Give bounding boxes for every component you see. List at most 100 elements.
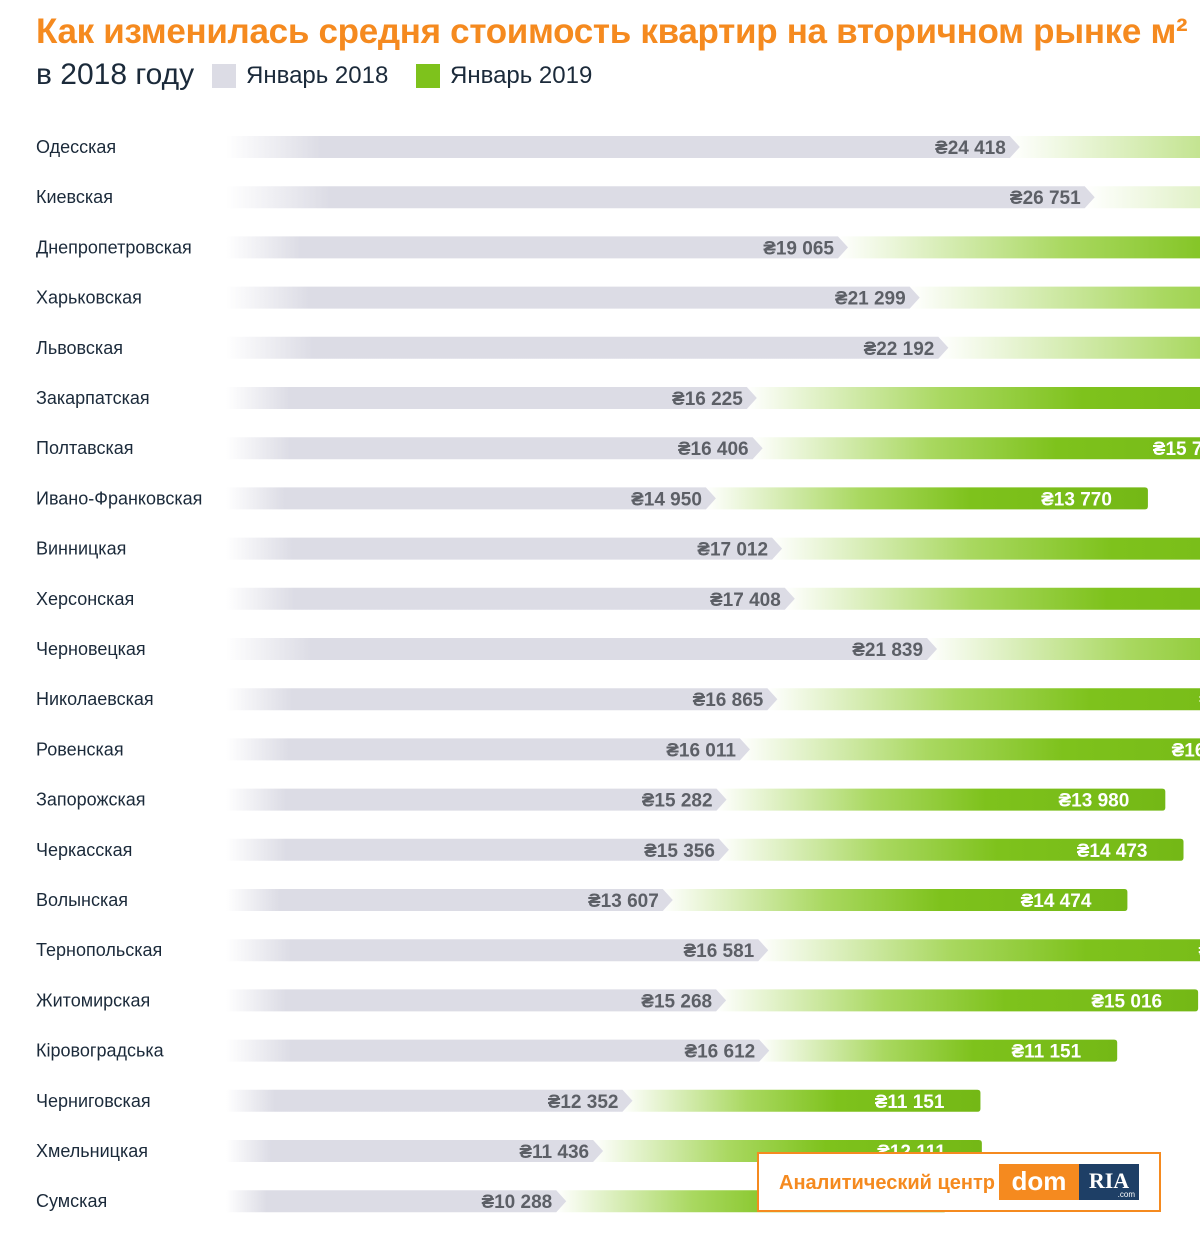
data-label-2018: ₴14 950: [631, 489, 702, 510]
data-label-2018: ₴26 751: [1010, 188, 1081, 209]
chart-row: Житомирская ₴15 268 ₴15 016: [36, 989, 1199, 1012]
bar-2018: [226, 587, 795, 610]
category-label: Закарпатская: [36, 388, 150, 408]
data-label-2019: ₴17 042: [1199, 941, 1200, 962]
bar-2018: [226, 487, 716, 510]
bar-2019: [718, 838, 1184, 861]
bar-2019: [716, 989, 1199, 1012]
bar-2018: [226, 286, 920, 309]
chart-row: Черновецкая₴21 839₴17 989: [36, 638, 1200, 661]
bar-2018: [226, 336, 949, 359]
bar-2019: [772, 537, 1200, 560]
data-label-2019: ₴13 770: [1041, 489, 1112, 510]
chart-title: Как изменилась средня стоимость квартир …: [36, 12, 1188, 51]
data-label-2018: ₴21 839: [852, 640, 923, 661]
data-label-2018: ₴15 268: [641, 991, 712, 1012]
category-label: Одесская: [36, 137, 116, 157]
chart-row: Черниговская ₴12 352 ₴11 151: [36, 1089, 981, 1113]
legend-swatch-2018: [212, 64, 236, 88]
chart-row: Полтавская ₴16 406 ₴15 793: [36, 437, 1200, 460]
chart-row: Днепропетровская₴19 065₴20 211: [36, 236, 1200, 259]
bar-2019: [759, 1039, 1118, 1062]
bar-2019: [1084, 186, 1200, 209]
category-label: Ивано-Франковская: [36, 488, 202, 508]
category-label: Полтавская: [36, 438, 134, 458]
legend-swatch-2019: [416, 64, 440, 88]
chart-subtitle: в 2018 году: [36, 58, 195, 91]
data-label-2018: ₴13 607: [588, 891, 659, 912]
bar-2019: [622, 1089, 981, 1112]
category-label: Кіровоградська: [36, 1041, 165, 1061]
chart-row: Волынская ₴13 607 ₴14 474: [36, 889, 1128, 912]
bar-2019: [909, 286, 1200, 309]
bar-2018: [226, 136, 1020, 158]
category-label: Тернопольская: [36, 940, 162, 960]
bar-2018: [226, 537, 783, 560]
bar-2018: [226, 1140, 604, 1162]
chart-row: Ровенская ₴16 011 ₴16 775: [36, 738, 1200, 761]
logo-ria: RIA .com: [1079, 1164, 1139, 1200]
logo-ria-text: RIA: [1088, 1168, 1130, 1193]
brand-text: Аналитический центр: [779, 1172, 995, 1194]
chart-row: Херсонская₴17 408₴16 764: [36, 587, 1200, 611]
data-label-2018: ₴12 352: [548, 1092, 619, 1113]
chart-row: Ивано-Франковская ₴14 950 ₴13 770: [36, 487, 1148, 510]
bar-2019: [705, 487, 1148, 510]
data-label-2019: ₴11 151: [1011, 1042, 1081, 1063]
category-label: Ровенская: [36, 739, 124, 759]
bar-2019: [739, 738, 1200, 761]
category-label: Днепропетровская: [36, 237, 192, 257]
brand-logo: dom RIA .com: [999, 1164, 1139, 1200]
legend-item-2019: Январь 2019: [416, 62, 592, 90]
data-label-2018: ₴16 225: [672, 389, 743, 410]
bar-2018: [226, 788, 727, 811]
bar-2019: [716, 788, 1166, 811]
category-label: Киевская: [36, 187, 113, 207]
data-label-2018: ₴19 065: [763, 238, 834, 259]
chart-row: Запорожская ₴15 282 ₴13 980: [36, 788, 1166, 812]
bar-2018: [226, 1089, 633, 1112]
chart-row: Николаевская₴16 865₴16 782: [36, 688, 1200, 711]
bar-2018: [226, 236, 848, 259]
data-label-2019: ₴14 474: [1021, 891, 1092, 912]
data-label-2018: ₴16 406: [678, 439, 749, 460]
category-label: Черниговская: [36, 1091, 151, 1111]
bar-2018: [226, 1190, 567, 1213]
bar-2018: [226, 989, 727, 1012]
bar-2018: [226, 186, 1095, 209]
data-label-2018: ₴24 418: [935, 138, 1006, 159]
chart-row: Закарпатская₴16 225₴17 457: [36, 387, 1200, 410]
bar-2018: [226, 838, 729, 861]
bar-2019: [837, 236, 1200, 259]
data-label-2018: ₴16 612: [684, 1042, 755, 1063]
chart-row: Тернопольская ₴16 581 ₴17 042: [36, 939, 1200, 962]
bar-2019: [767, 688, 1200, 711]
data-label-2018: ₴15 356: [644, 841, 715, 862]
category-label: Николаевская: [36, 689, 154, 709]
brand-box: Аналитический центр dom RIA .com: [757, 1152, 1161, 1212]
category-label: Львовская: [36, 338, 123, 358]
legend-item-2018: Январь 2018: [212, 62, 388, 90]
bar-2018: [226, 688, 778, 711]
category-label: Черновецкая: [36, 639, 146, 659]
chart-row: Кіровоградська ₴16 612 ₴11 151: [36, 1039, 1118, 1063]
bar-2018: [226, 437, 763, 460]
data-label-2018: ₴17 012: [697, 540, 768, 561]
chart-row: Одесская₴24 418₴24 445: [36, 136, 1200, 159]
bar-2018: [226, 387, 757, 409]
legend-label-2018: Январь 2018: [246, 62, 389, 89]
bar-2018: [226, 738, 750, 761]
bar-2019: [927, 638, 1200, 660]
data-label-2018: ₴17 408: [710, 590, 781, 611]
chart-row: Львовская₴22 192₴23 518: [36, 336, 1200, 360]
data-label-2019: ₴13 980: [1059, 791, 1130, 812]
category-label: Черкасская: [36, 840, 132, 860]
category-label: Запорожская: [36, 790, 146, 810]
data-label-2018: ₴22 192: [864, 339, 935, 360]
chart-row: Киевская₴26 751₴29 587: [36, 186, 1200, 209]
data-label-2018: ₴11 436: [519, 1142, 589, 1163]
data-label-2019: ₴15 793: [1153, 439, 1200, 460]
category-label: Винницкая: [36, 539, 126, 559]
data-label-2018: ₴16 865: [693, 690, 764, 711]
bar-2018: [226, 889, 673, 911]
